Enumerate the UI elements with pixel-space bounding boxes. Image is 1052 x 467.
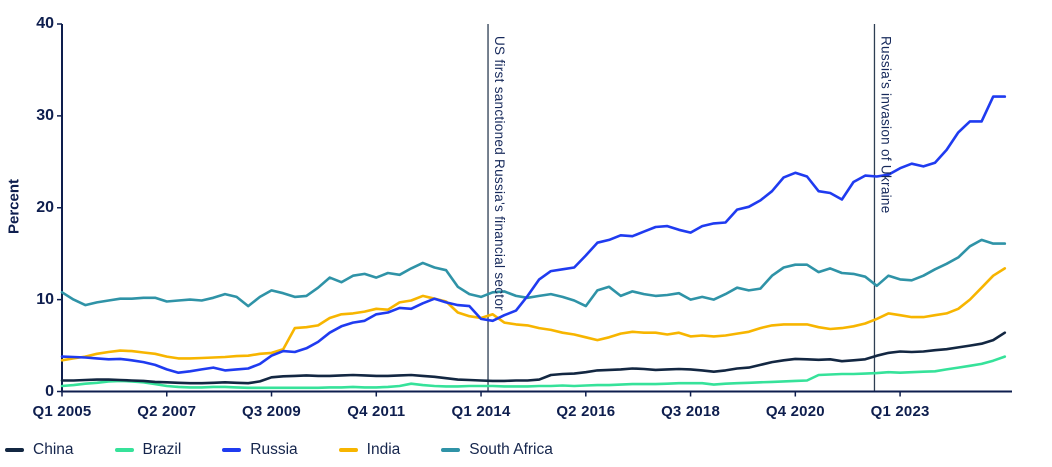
legend-label: China xyxy=(33,441,74,458)
legend-item-china: China xyxy=(5,441,74,459)
legend-label: India xyxy=(366,441,401,458)
legend-label: South Africa xyxy=(469,441,553,458)
legend-line-swatch xyxy=(441,448,461,452)
legend-item-south-africa: South Africa xyxy=(441,441,553,459)
series-line-india xyxy=(60,267,1007,362)
y-tick-label: 10 xyxy=(36,290,54,308)
x-tick-label: Q3 2009 xyxy=(242,403,301,420)
series-line-russia xyxy=(60,95,1007,375)
legend-item-brazil: Brazil xyxy=(114,441,182,459)
legend-label: Brazil xyxy=(142,441,182,458)
legend-label: Russia xyxy=(250,441,298,458)
x-tick-label: Q3 2018 xyxy=(661,403,721,420)
legend-item-india: India xyxy=(338,441,401,459)
x-tick-label: Q2 2016 xyxy=(556,403,616,420)
x-tick-label: Q1 2023 xyxy=(870,403,930,420)
legend: China Brazil Russia India South Africa xyxy=(5,441,553,459)
legend-line-swatch xyxy=(222,448,242,452)
y-tick-label: 30 xyxy=(36,106,54,124)
series-line-brazil xyxy=(60,355,1007,390)
x-tick-label: Q1 2014 xyxy=(451,403,511,420)
series-line-china xyxy=(60,331,1007,385)
legend-line-swatch xyxy=(338,448,358,452)
x-tick-label: Q1 2005 xyxy=(32,403,92,420)
y-tick-label: 0 xyxy=(45,382,54,400)
series-line-south-africa xyxy=(60,238,1007,308)
x-tick-label: Q2 2007 xyxy=(137,403,197,420)
legend-item-russia: Russia xyxy=(222,441,298,459)
y-tick-label: 20 xyxy=(36,198,54,216)
legend-line-swatch xyxy=(5,448,24,452)
legend-line-swatch xyxy=(114,448,134,452)
x-tick-label: Q4 2011 xyxy=(347,403,406,420)
annotation-label-1: Russia's invasion of Ukraine xyxy=(878,36,894,214)
annotation-label-0: US first sanctioned Russia's financial s… xyxy=(492,36,508,311)
y-tick-label: 40 xyxy=(36,15,54,32)
x-tick-label: Q4 2020 xyxy=(765,403,825,420)
